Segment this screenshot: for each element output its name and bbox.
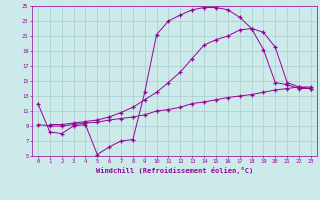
- X-axis label: Windchill (Refroidissement éolien,°C): Windchill (Refroidissement éolien,°C): [96, 167, 253, 174]
